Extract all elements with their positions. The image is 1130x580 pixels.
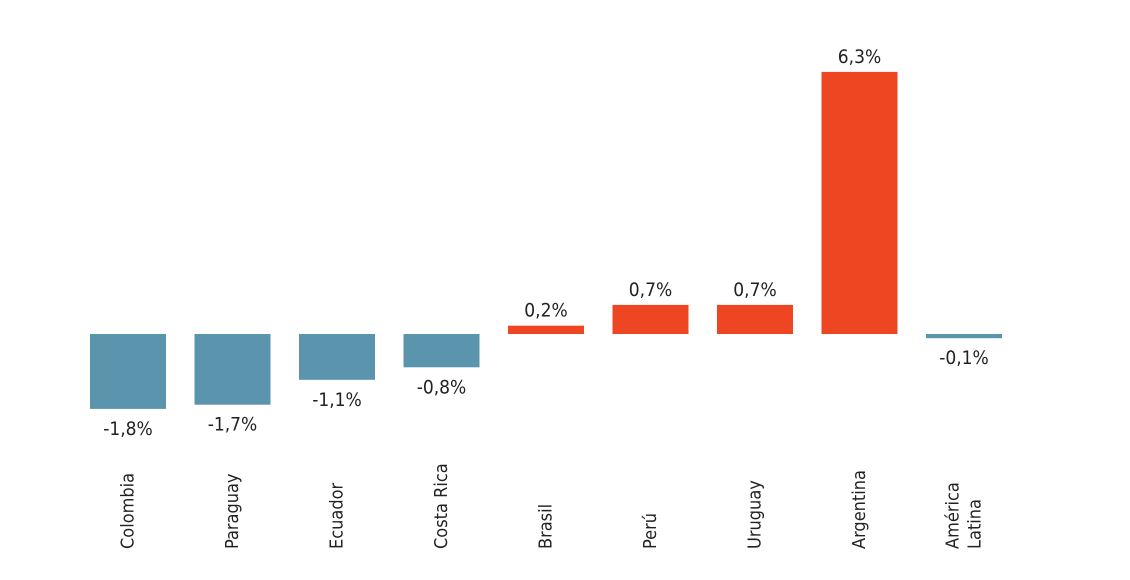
category-label: América xyxy=(943,482,964,549)
category-label: Paraguay xyxy=(222,473,243,549)
value-labels-group: -1,8% -1,7% -1,1% -0,8% 0,2% 0,7% 0,7% 6,3% -0,1… xyxy=(103,46,989,440)
category-label: Colombia xyxy=(118,473,139,549)
value-label: 0,7% xyxy=(733,279,776,301)
bars-group xyxy=(90,71,1002,409)
bar xyxy=(612,304,689,334)
value-label: -0,8% xyxy=(417,376,467,398)
bar xyxy=(508,325,584,334)
value-label: 0,2% xyxy=(524,300,567,322)
value-label: -1,1% xyxy=(312,389,362,411)
value-label: -0,1% xyxy=(939,347,989,369)
bar xyxy=(821,71,898,335)
bar xyxy=(299,334,375,380)
category-label: Argentina xyxy=(849,470,870,549)
category-label: Latina xyxy=(965,499,986,549)
value-label: 0,7% xyxy=(629,279,672,301)
bar xyxy=(194,334,271,405)
value-label: 6,3% xyxy=(838,46,881,68)
bar xyxy=(90,334,166,409)
category-label: Brasil xyxy=(536,504,557,549)
category-labels-group: Colombia Paraguay Ecuador Costa Rica Brasil P… xyxy=(118,463,986,549)
bar xyxy=(403,334,480,368)
bar xyxy=(926,334,1002,339)
category-label: Ecuador xyxy=(327,482,348,549)
value-label: -1,8% xyxy=(103,418,153,440)
category-label: Perú xyxy=(640,513,661,549)
bar xyxy=(717,304,793,334)
value-label: -1,7% xyxy=(208,414,258,436)
category-label: Costa Rica xyxy=(431,463,452,549)
category-label: Uruguay xyxy=(745,480,766,549)
